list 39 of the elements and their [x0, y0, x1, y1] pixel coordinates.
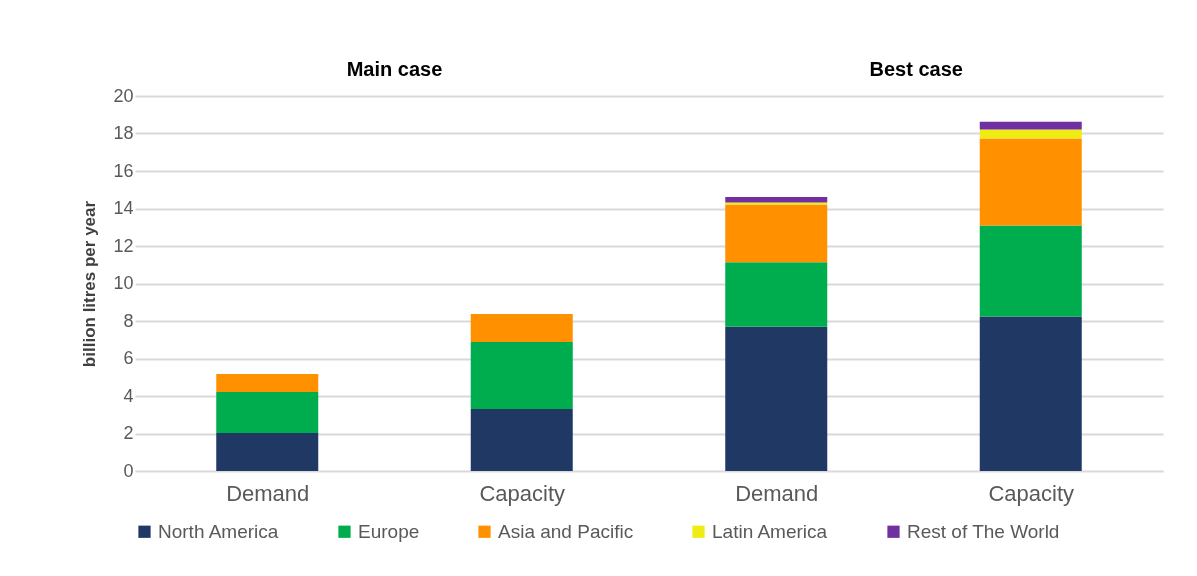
bar: [725, 262, 828, 327]
bar: [216, 374, 319, 393]
y-tick-label: 10: [113, 273, 134, 293]
y-tick-label: 16: [113, 160, 134, 181]
y-tick-label: 8: [123, 310, 134, 331]
legend-label: North America: [158, 520, 279, 542]
bar: [725, 202, 828, 205]
legend-label: Latin America: [712, 520, 828, 542]
y-tick-label: 4: [123, 385, 134, 406]
bar: [979, 225, 1082, 317]
bar: [470, 408, 573, 471]
bar: [979, 138, 1082, 226]
bar: [216, 432, 319, 471]
text: Best case: [869, 58, 963, 80]
bar: [725, 197, 828, 203]
y-tick-label: 2: [123, 423, 134, 443]
y-tick-label: 14: [113, 198, 134, 218]
y-tick-label: 18: [113, 123, 134, 143]
y-axis-title: billion litres per year: [80, 200, 100, 368]
y-tick-label: 12: [113, 235, 134, 256]
legend-label: Europe: [358, 520, 420, 542]
x-tick-label: Demand: [735, 480, 819, 506]
y-tick-label: 20: [113, 85, 134, 106]
x-tick-label: Capacity: [479, 480, 566, 506]
y-tick-label: 0: [123, 460, 134, 481]
legend-label: Rest of The World: [907, 520, 1060, 542]
legend-label: Asia and Pacific: [498, 520, 634, 542]
text: Main case: [346, 58, 443, 80]
x-tick-label: Capacity: [988, 480, 1075, 506]
bar: [470, 342, 573, 409]
bar: [979, 121, 1082, 130]
bar: [216, 392, 319, 433]
x-tick-label: Demand: [226, 480, 310, 506]
bar: [725, 326, 828, 471]
bar: [725, 204, 828, 263]
y-tick-label: 6: [123, 348, 134, 368]
bar: [979, 129, 1082, 139]
bar: [979, 316, 1082, 471]
bar: [470, 314, 573, 342]
